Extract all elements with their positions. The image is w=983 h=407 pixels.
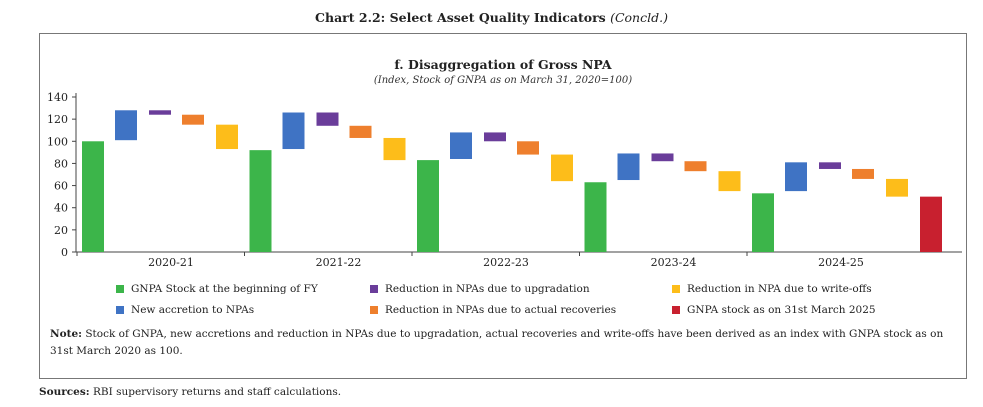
legend-label-closing: GNPA stock as on 31st March 2025 — [687, 304, 876, 316]
legend-swatch-recoveries — [370, 306, 378, 314]
legend-swatch-writeoffs — [672, 285, 680, 293]
legend-label-recoveries: Reduction in NPAs due to actual recoveri… — [385, 304, 617, 316]
y-tick-label: 80 — [54, 157, 68, 170]
legend-swatch-accretion — [116, 306, 124, 314]
note-text: Stock of GNPA, new accretions and reduct… — [50, 328, 944, 357]
note-label: Note: — [50, 328, 83, 340]
bar-upgradation — [819, 162, 841, 169]
legend-swatch-closing — [672, 306, 680, 314]
x-category-label: 2024-25 — [818, 256, 864, 269]
y-tick-label: 20 — [54, 224, 68, 237]
y-tick-label: 40 — [54, 202, 68, 215]
bar-actual-recoveries — [349, 125, 372, 138]
bar-gnpa-opening — [417, 160, 439, 252]
sources-label: Sources: — [39, 386, 90, 398]
legend-item-writeoffs: Reduction in NPA due to write-offs — [672, 283, 872, 295]
x-category-label: 2021-22 — [316, 256, 362, 269]
legend-label-upgradation: Reduction in NPAs due to upgradation — [385, 283, 590, 295]
legend-item-accretion: New accretion to NPAs — [116, 304, 254, 316]
legend-item-opening: GNPA Stock at the beginning of FY — [116, 283, 318, 295]
y-tick-label: 100 — [47, 135, 68, 148]
legend-item-upgradation: Reduction in NPAs due to upgradation — [370, 283, 590, 295]
bar-gnpa-opening — [584, 182, 607, 252]
bar-gnpa-opening — [82, 141, 104, 252]
bar-upgradation — [484, 132, 506, 142]
y-tick-label: 140 — [47, 91, 68, 104]
y-tick-label: 120 — [47, 113, 68, 126]
bar-upgradation — [651, 153, 674, 162]
bar-gnpa-opening — [249, 150, 272, 252]
bar-actual-recoveries — [517, 141, 539, 155]
bar-new-accretion — [785, 162, 807, 192]
legend-item-closing: GNPA stock as on 31st March 2025 — [672, 304, 876, 316]
legend-label-accretion: New accretion to NPAs — [131, 304, 255, 316]
bar-upgradation — [316, 112, 339, 126]
bar-write-offs — [886, 178, 908, 197]
bar-actual-recoveries — [852, 168, 874, 179]
chart-number: Chart 2.2: Select Asset Quality Indicato… — [315, 10, 606, 25]
sources-text: RBI supervisory returns and staff calcul… — [89, 386, 342, 398]
chart-number-suffix: (Concld.) — [610, 10, 668, 25]
page-title: Chart 2.2: Select Asset Quality Indicato… — [0, 10, 983, 25]
bar-write-offs — [216, 124, 238, 150]
waterfall-chart: 0 20 40 60 80 100 120 140 2020-21 2021-22 2022-23 2… — [47, 91, 962, 269]
chart-title: f. Disaggregation of Gross NPA — [394, 57, 612, 72]
bar-write-offs — [551, 154, 573, 182]
legend-label-opening: GNPA Stock at the beginning of FY — [131, 283, 318, 295]
bar-new-accretion — [115, 110, 137, 141]
legend-label-writeoffs: Reduction in NPA due to write-offs — [687, 283, 872, 295]
bar-gnpa-closing — [920, 196, 942, 252]
bar-gnpa-opening — [752, 193, 774, 252]
legend-item-recoveries: Reduction in NPAs due to actual recoveri… — [370, 304, 616, 316]
chart-frame — [39, 33, 967, 379]
bar-actual-recoveries — [182, 114, 204, 125]
y-tick-label: 0 — [61, 246, 68, 259]
bar-new-accretion — [617, 153, 640, 181]
bar-actual-recoveries — [684, 161, 707, 172]
bar-write-offs — [718, 171, 741, 192]
bar-write-offs — [383, 137, 406, 161]
legend-swatch-opening — [116, 285, 124, 293]
x-category-label: 2022-23 — [483, 256, 529, 269]
bar-upgradation — [149, 110, 171, 115]
x-category-label: 2023-24 — [651, 256, 697, 269]
legend-swatch-upgradation — [370, 285, 378, 293]
bar-new-accretion — [450, 132, 472, 159]
y-tick-label: 60 — [54, 180, 68, 193]
bar-new-accretion — [282, 112, 305, 150]
chart-note: Note: Stock of GNPA, new accretions and … — [50, 326, 950, 360]
chart-subtitle: (Index, Stock of GNPA as on March 31, 20… — [373, 75, 633, 86]
sources: Sources: RBI supervisory returns and sta… — [39, 386, 341, 398]
x-category-label: 2020-21 — [148, 256, 194, 269]
